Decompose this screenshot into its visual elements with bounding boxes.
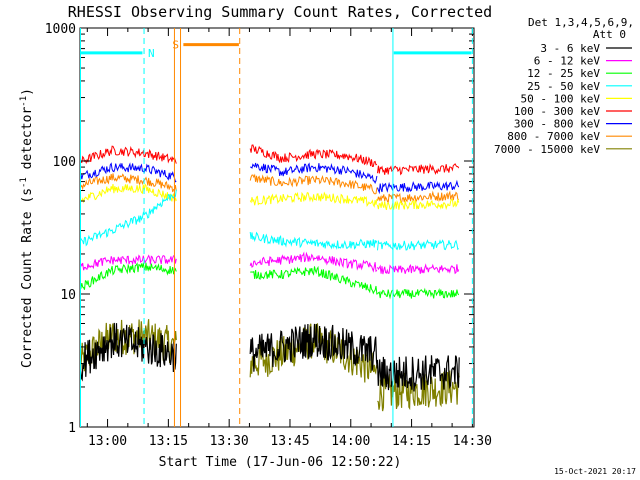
data-layer bbox=[80, 144, 460, 412]
x-tick-label: 14:15 bbox=[392, 434, 431, 449]
series-line-3 bbox=[80, 262, 177, 291]
x-tick-label: 13:45 bbox=[270, 434, 309, 449]
y-tick-label: 10 bbox=[60, 288, 76, 303]
plot-area: 13:00 13:15 13:30 13:45 14:00 14:15 14:30 1 10 10… bbox=[45, 22, 492, 449]
series-line-6 bbox=[249, 144, 378, 168]
series-line-6 bbox=[80, 145, 177, 165]
x-axis-label: Start Time (17-Jun-06 12:50:22) bbox=[159, 455, 402, 470]
legend-label-6: 100 - 300 keV bbox=[514, 105, 600, 118]
footer-date: 15-Oct-2021 20:17 bbox=[554, 467, 636, 476]
x-tick-label: 14:00 bbox=[331, 434, 370, 449]
series-line-2 bbox=[377, 263, 460, 275]
series-line-5 bbox=[249, 191, 378, 208]
legend-label-3: 12 - 25 keV bbox=[527, 67, 600, 80]
y-tick-label: 1 bbox=[68, 421, 76, 436]
series-line-7 bbox=[377, 179, 460, 195]
flag-label-1: N bbox=[148, 47, 155, 60]
series-line-2 bbox=[249, 251, 378, 273]
series-line-3 bbox=[250, 265, 378, 295]
series-line-2 bbox=[80, 254, 177, 271]
legend-title-1: Det 1,3,4,5,6,9, bbox=[528, 16, 634, 29]
series-line-4 bbox=[80, 189, 177, 247]
series-line-8 bbox=[377, 190, 460, 205]
legend-label-8: 800 - 7000 keV bbox=[507, 130, 600, 143]
series-line-9 bbox=[377, 370, 460, 412]
series-line-7 bbox=[250, 162, 378, 185]
series-line-4 bbox=[249, 231, 378, 250]
series-line-8 bbox=[80, 173, 177, 193]
legend-label-5: 50 - 100 keV bbox=[521, 92, 601, 105]
legend-label-4: 25 - 50 keV bbox=[527, 80, 600, 93]
series-line-7 bbox=[80, 162, 177, 183]
series-line-6 bbox=[377, 163, 460, 176]
y-tick-label: 100 bbox=[53, 155, 76, 170]
series-line-1 bbox=[249, 323, 378, 372]
legend-title-2: Att 0 bbox=[593, 28, 626, 41]
x-tick-label: 13:30 bbox=[210, 434, 249, 449]
chart-title: RHESSI Observing Summary Count Rates, Co… bbox=[68, 3, 492, 21]
legend-label-1: 3 - 6 keV bbox=[540, 42, 600, 55]
y-axis-label: Corrected Count Rate (s-1 detector-1) bbox=[19, 88, 35, 368]
series-line-1 bbox=[80, 322, 177, 382]
series-line-3 bbox=[377, 287, 460, 300]
x-tick-label: 13:00 bbox=[88, 434, 127, 449]
series-line-4 bbox=[377, 239, 460, 251]
legend-label-7: 300 - 800 keV bbox=[514, 118, 600, 131]
x-tick-label: 14:30 bbox=[453, 434, 492, 449]
series-line-1 bbox=[376, 355, 460, 392]
legend-label-9: 7000 - 15000 keV bbox=[494, 143, 600, 156]
flag-label-2: S bbox=[172, 39, 179, 52]
y-tick-label: 1000 bbox=[45, 22, 76, 37]
legend-label-2: 6 - 12 keV bbox=[534, 55, 601, 68]
series-line-5 bbox=[80, 183, 177, 204]
series-line-8 bbox=[249, 173, 378, 195]
x-tick-label: 13:15 bbox=[149, 434, 188, 449]
series-line-5 bbox=[377, 198, 460, 211]
